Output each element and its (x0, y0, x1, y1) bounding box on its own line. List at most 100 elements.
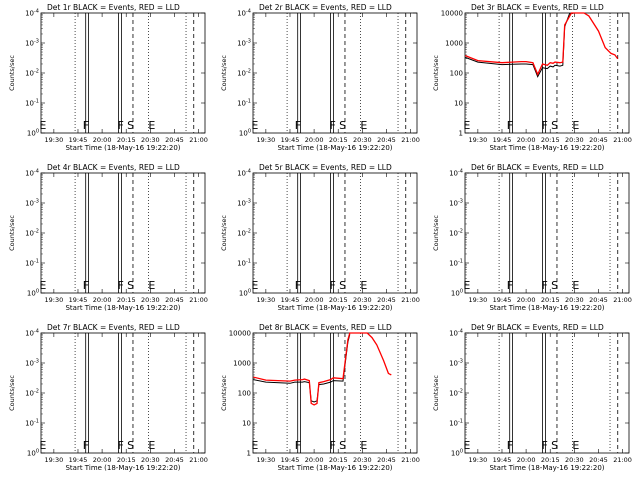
marker-label: S (127, 119, 134, 132)
marker-label: F (295, 279, 301, 292)
y-tick-label: 100 (238, 390, 251, 398)
y-tick-label: 10 (454, 100, 463, 108)
x-tick-label: 19:30 (44, 456, 63, 464)
x-tick-label: 20:30 (353, 296, 372, 304)
x-tick-label: 20:15 (329, 296, 348, 304)
y-tick-label: 10-4 (25, 329, 39, 338)
x-tick-label: 20:45 (377, 296, 396, 304)
x-tick-label: 20:30 (141, 296, 160, 304)
x-tick-label: 21:00 (401, 296, 420, 304)
marker-label: F (118, 119, 124, 132)
y-tick-label: 10 (242, 420, 251, 428)
detector-panel-6: Det 6r BLACK = Events, RED = LLD 100 10-1 1… (432, 163, 632, 312)
y-tick-label: 100 (27, 289, 39, 298)
x-tick-label: 20:15 (329, 456, 348, 464)
x-tick-label: 20:15 (117, 456, 136, 464)
y-tick-label: 1 (459, 130, 463, 138)
x-tick-label: 20:30 (565, 136, 584, 144)
x-tick-label: 20:30 (353, 136, 372, 144)
marker-label: E (463, 279, 470, 292)
plot-frame (464, 12, 630, 134)
marker-label: E (251, 119, 258, 132)
marker-label: F (83, 279, 89, 292)
panel-title: Det 8r BLACK = Events, RED = LLD (259, 323, 392, 332)
x-tick-label: 20:45 (377, 136, 396, 144)
y-tick-label: 10-4 (25, 169, 39, 178)
events-series-line (253, 334, 351, 403)
y-axis-label: Counts/sec (432, 375, 440, 411)
x-tick-label: 20:45 (165, 136, 184, 144)
panel-title: Det 9r BLACK = Events, RED = LLD (471, 323, 604, 332)
panel-title: Det 1r BLACK = Events, RED = LLD (47, 3, 180, 12)
x-tick-label: 19:30 (44, 296, 63, 304)
x-tick-label: 19:30 (468, 296, 487, 304)
x-axis-label: Start Time (18-May-16 19:22:20) (277, 464, 392, 472)
x-axis-label: Start Time (18-May-16 19:22:20) (65, 464, 180, 472)
y-tick-label: 100 (451, 289, 463, 298)
y-tick-label: 10-3 (237, 199, 251, 208)
x-tick-label: 20:15 (117, 296, 136, 304)
detector-panel-5: Det 5r BLACK = Events, RED = LLD 100 10-1 1… (220, 163, 420, 312)
x-tick-label: 21:00 (189, 136, 208, 144)
x-axis-label: Start Time (18-May-16 19:22:20) (489, 464, 604, 472)
panel-title: Det 3r BLACK = Events, RED = LLD (471, 3, 604, 12)
x-tick-label: 20:15 (329, 136, 348, 144)
y-axis-label: Counts/sec (8, 215, 16, 251)
y-tick-label: 10-2 (237, 69, 251, 78)
y-tick-label: 10-3 (25, 199, 39, 208)
plot-frame (252, 172, 418, 294)
marker-label: E (572, 279, 579, 292)
x-tick-label: 19:30 (468, 456, 487, 464)
plot-frame (40, 332, 206, 454)
x-tick-label: 20:00 (93, 456, 112, 464)
x-tick-label: 20:00 (305, 296, 324, 304)
marker-label: E (148, 119, 155, 132)
marker-label: F (507, 279, 513, 292)
x-tick-label: 20:30 (141, 136, 160, 144)
x-tick-label: 20:00 (517, 456, 536, 464)
y-axis-label: Counts/sec (220, 215, 228, 251)
marker-label: E (360, 439, 367, 452)
lld-series-line (253, 332, 392, 406)
y-tick-label: 100 (27, 129, 39, 138)
detector-panel-2: Det 2r BLACK = Events, RED = LLD 100 10-1 1… (220, 3, 420, 152)
x-tick-label: 20:45 (377, 456, 396, 464)
panel-title: Det 5r BLACK = Events, RED = LLD (259, 163, 392, 172)
plot-frame (252, 12, 418, 134)
y-tick-label: 10-2 (25, 69, 39, 78)
x-tick-label: 21:00 (613, 456, 632, 464)
marker-label: F (295, 119, 301, 132)
x-tick-label: 19:45 (281, 296, 300, 304)
marker-label: F (83, 119, 89, 132)
y-axis-label: Counts/sec (8, 375, 16, 411)
marker-label: S (339, 119, 346, 132)
x-tick-label: 20:00 (305, 136, 324, 144)
lld-series-line (465, 12, 619, 77)
panel-title: Det 7r BLACK = Events, RED = LLD (47, 323, 180, 332)
x-tick-label: 19:45 (69, 136, 88, 144)
marker-label: E (360, 279, 367, 292)
marker-label: E (148, 439, 155, 452)
marker-label: E (360, 119, 367, 132)
x-tick-label: 20:15 (541, 456, 560, 464)
marker-label: S (551, 439, 558, 452)
y-tick-label: 10-4 (449, 169, 463, 178)
panel-title: Det 2r BLACK = Events, RED = LLD (259, 3, 392, 12)
marker-label: E (251, 439, 258, 452)
y-tick-label: 100 (239, 129, 251, 138)
x-tick-label: 21:00 (401, 456, 420, 464)
marker-label: F (330, 439, 336, 452)
x-tick-label: 19:45 (281, 136, 300, 144)
marker-label: S (551, 119, 558, 132)
x-tick-label: 20:45 (589, 296, 608, 304)
y-tick-label: 10-4 (25, 9, 39, 18)
y-tick-label: 10-1 (237, 99, 251, 108)
marker-label: E (148, 279, 155, 292)
y-tick-label: 10-2 (25, 229, 39, 238)
x-tick-label: 19:30 (256, 456, 275, 464)
plot-frame (40, 172, 206, 294)
x-tick-label: 20:45 (165, 456, 184, 464)
marker-label: F (542, 439, 548, 452)
y-tick-label: 10-1 (449, 259, 463, 268)
